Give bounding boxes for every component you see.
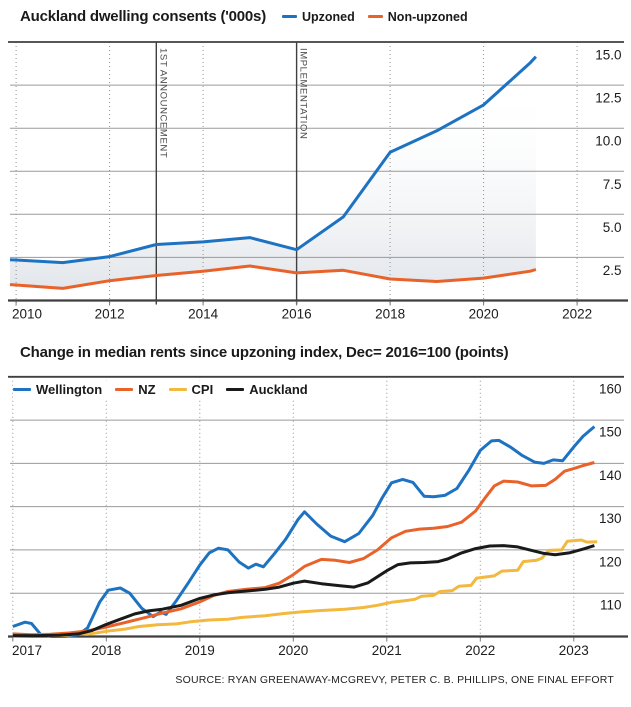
y-tick-label: 15.0 <box>595 48 621 63</box>
rents-chart-header: Change in median rents since upzoning in… <box>20 344 509 361</box>
consents-chart-title: Auckland dwelling consents ('000s) <box>20 8 266 25</box>
between-series-fill <box>10 56 536 289</box>
consents-chart-legend: Upzoned Non-upzoned <box>282 10 468 24</box>
x-tick-label: 2020 <box>469 307 499 322</box>
series-line-nz <box>12 461 595 637</box>
source-note: SOURCE: RYAN GREENAWAY-MCGREVY, PETER C.… <box>175 674 614 686</box>
legend-label: Auckland <box>249 382 308 397</box>
rents-chart-title: Change in median rents since upzoning in… <box>20 344 509 361</box>
event-label: IMPLEMENTATION <box>298 48 309 139</box>
legend-item-non-upzoned: Non-upzoned <box>367 9 468 24</box>
legend-item-auckland: Auckland <box>226 382 308 397</box>
legend-swatch <box>168 387 187 392</box>
series-line-cpi <box>12 538 598 638</box>
x-tick-label: 2020 <box>278 643 308 658</box>
legend-swatch <box>13 387 31 392</box>
y-tick-label: 12.5 <box>595 91 621 106</box>
legend-label: NZ <box>138 382 156 397</box>
y-tick-label: 5.0 <box>603 220 622 235</box>
y-tick-label: 160 <box>599 381 622 396</box>
legend-swatch <box>226 387 245 392</box>
consents-chart: 1ST ANNOUNCEMENT IMPLEMENTATION 15.0 12.5 10… <box>8 41 628 322</box>
x-tick-label: 2021 <box>372 643 402 658</box>
y-tick-label: 10.0 <box>595 134 621 149</box>
rents-chart: 160 150 140 130 120 110 2017 2018 2019 2020 2021 20… <box>8 375 628 658</box>
x-tick-label: 2022 <box>465 643 495 658</box>
x-tick-label: 2017 <box>12 643 42 658</box>
x-tick-label: 2019 <box>185 643 215 658</box>
consents-chart-header: Auckland dwelling consents ('000s) Upzon… <box>20 8 468 25</box>
y-tick-label: 7.5 <box>603 177 622 192</box>
y-tick-label: 120 <box>599 554 622 569</box>
legend-swatch <box>115 387 134 392</box>
series-line-non-upzoned <box>9 264 537 290</box>
y-tick-label: 150 <box>599 425 622 440</box>
x-tick-label: 2022 <box>562 307 592 322</box>
x-tick-label: 2016 <box>282 307 312 322</box>
x-tick-label: 2012 <box>95 307 125 322</box>
x-tick-label: 2018 <box>375 307 405 322</box>
legend-item-wellington: Wellington <box>13 382 102 397</box>
legend-swatch <box>367 15 383 18</box>
legend-label: Upzoned <box>302 9 355 24</box>
x-tick-label: 2014 <box>188 307 219 322</box>
x-tick-label: 2010 <box>12 307 42 322</box>
legend-item-cpi: CPI <box>168 382 214 397</box>
y-tick-label: 130 <box>599 511 622 526</box>
x-tick-label: 2018 <box>91 643 121 658</box>
x-tick-label: 2023 <box>559 643 589 658</box>
legend-label: Non-upzoned <box>387 9 468 24</box>
y-tick-label: 110 <box>600 598 622 613</box>
series-line-upzoned <box>9 55 537 265</box>
series-line-wellington <box>12 425 596 638</box>
y-tick-label: 140 <box>599 468 622 483</box>
legend-item-nz: NZ <box>115 382 156 397</box>
y-tick-label: 2.5 <box>603 263 622 278</box>
legend-item-upzoned: Upzoned <box>282 10 355 24</box>
rents-chart-legend: Wellington NZ CPI Auckland <box>13 381 312 398</box>
legend-label: Wellington <box>36 382 103 397</box>
series-line-auckland <box>12 544 595 638</box>
legend-swatch <box>282 15 297 18</box>
legend-label: CPI <box>191 382 214 397</box>
event-label: 1ST ANNOUNCEMENT <box>157 48 168 158</box>
